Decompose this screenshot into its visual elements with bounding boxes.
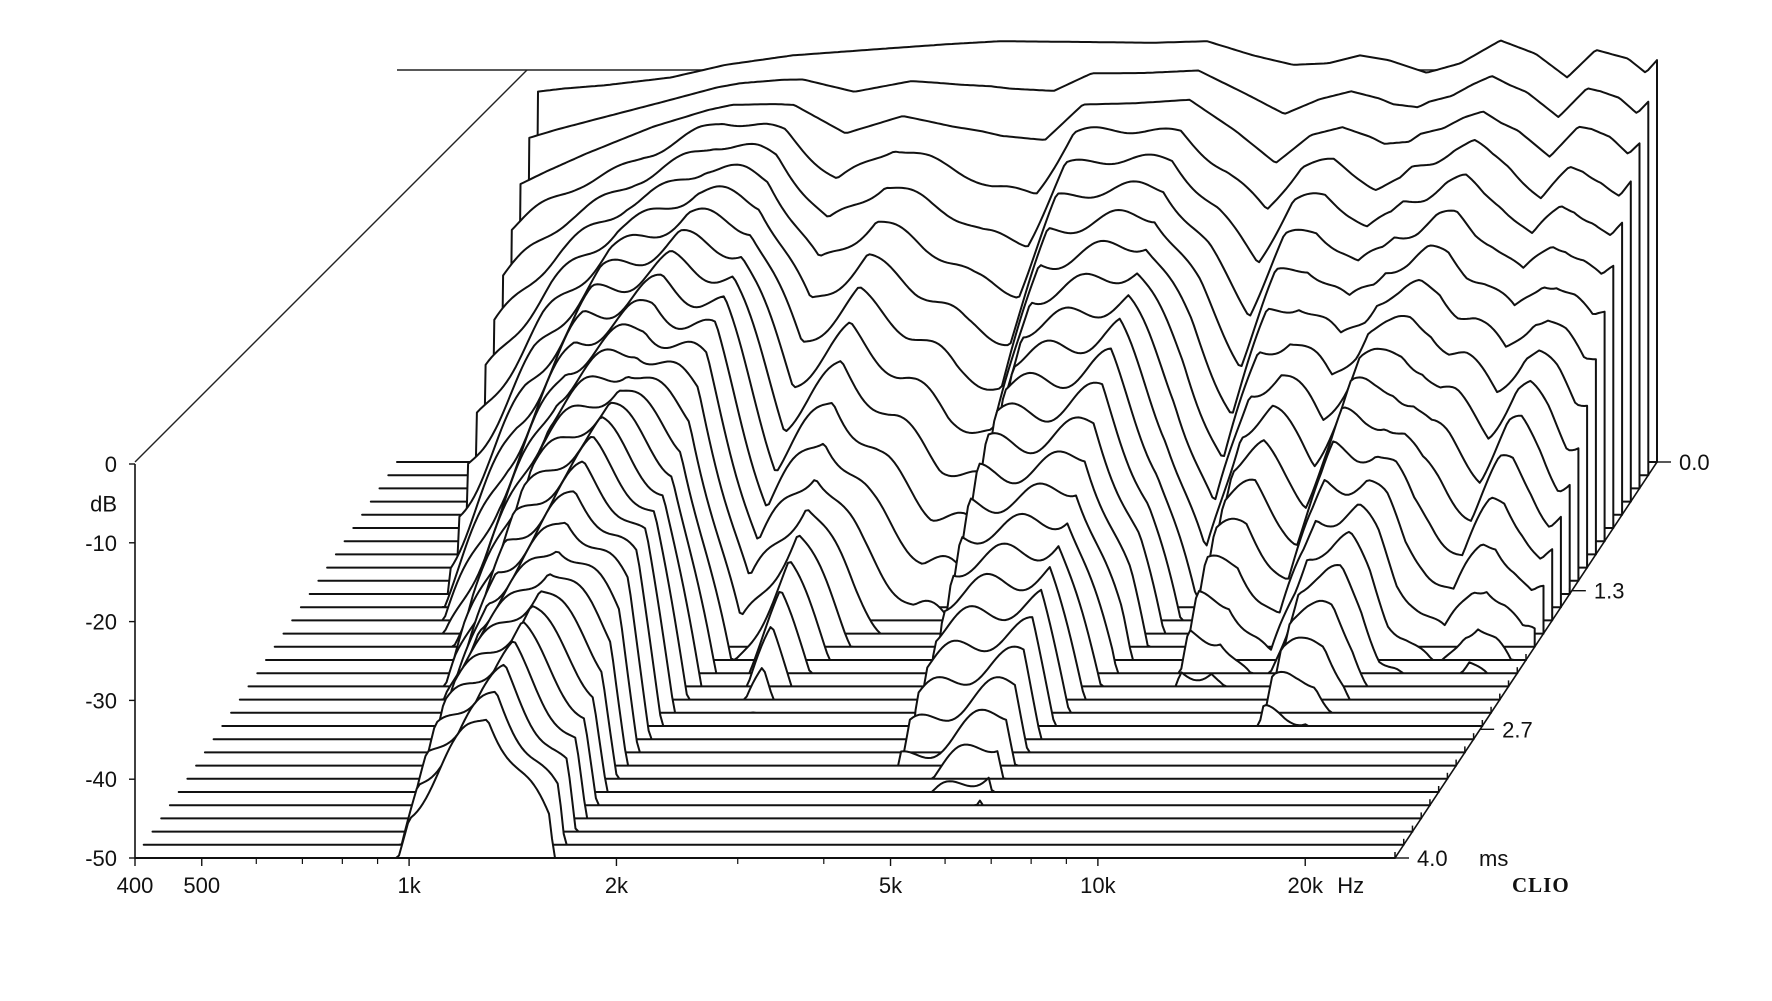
decay-slice	[142, 690, 1405, 846]
decay-slice	[151, 663, 1414, 833]
db-tick-label: -30	[85, 688, 117, 713]
freq-tick-label: 500	[183, 873, 220, 898]
freq-tick-label: 10k	[1080, 873, 1116, 898]
db-tick-label: -20	[85, 610, 117, 635]
freq-tick-label: 20k	[1287, 873, 1323, 898]
time-tick-label: 0.0	[1679, 450, 1710, 475]
freq-tick-label: 400	[117, 873, 154, 898]
clio-brand-label: CLIO	[1512, 873, 1570, 897]
time-axis-line	[1394, 461, 1658, 859]
db-tick-label: -50	[85, 846, 117, 871]
freq-unit-label: Hz	[1337, 873, 1364, 898]
time-unit-label: ms	[1479, 846, 1508, 871]
db-tick-label: -10	[85, 531, 117, 556]
axis-labels: 0 -10 -20 -30 -40 -50 dB 400 500 1k 2k 5k 10k 20k Hz 0.…	[85, 450, 1709, 898]
db-tick-label: -40	[85, 767, 117, 792]
left-diagonal-edge	[134, 69, 528, 463]
time-tick-label: 4.0	[1417, 846, 1448, 871]
axes	[129, 461, 1671, 866]
freq-tick-label: 2k	[605, 873, 629, 898]
freq-tick-label: 1k	[397, 873, 421, 898]
freq-tick-label: 5k	[879, 873, 903, 898]
time-tick-label: 1.3	[1594, 579, 1625, 604]
time-tick-label: 2.7	[1502, 717, 1533, 742]
decay-slice	[134, 718, 1396, 859]
db-tick-label: 0	[105, 452, 117, 477]
db-unit-label: dB	[90, 491, 117, 516]
decay-slices	[134, 39, 1658, 859]
